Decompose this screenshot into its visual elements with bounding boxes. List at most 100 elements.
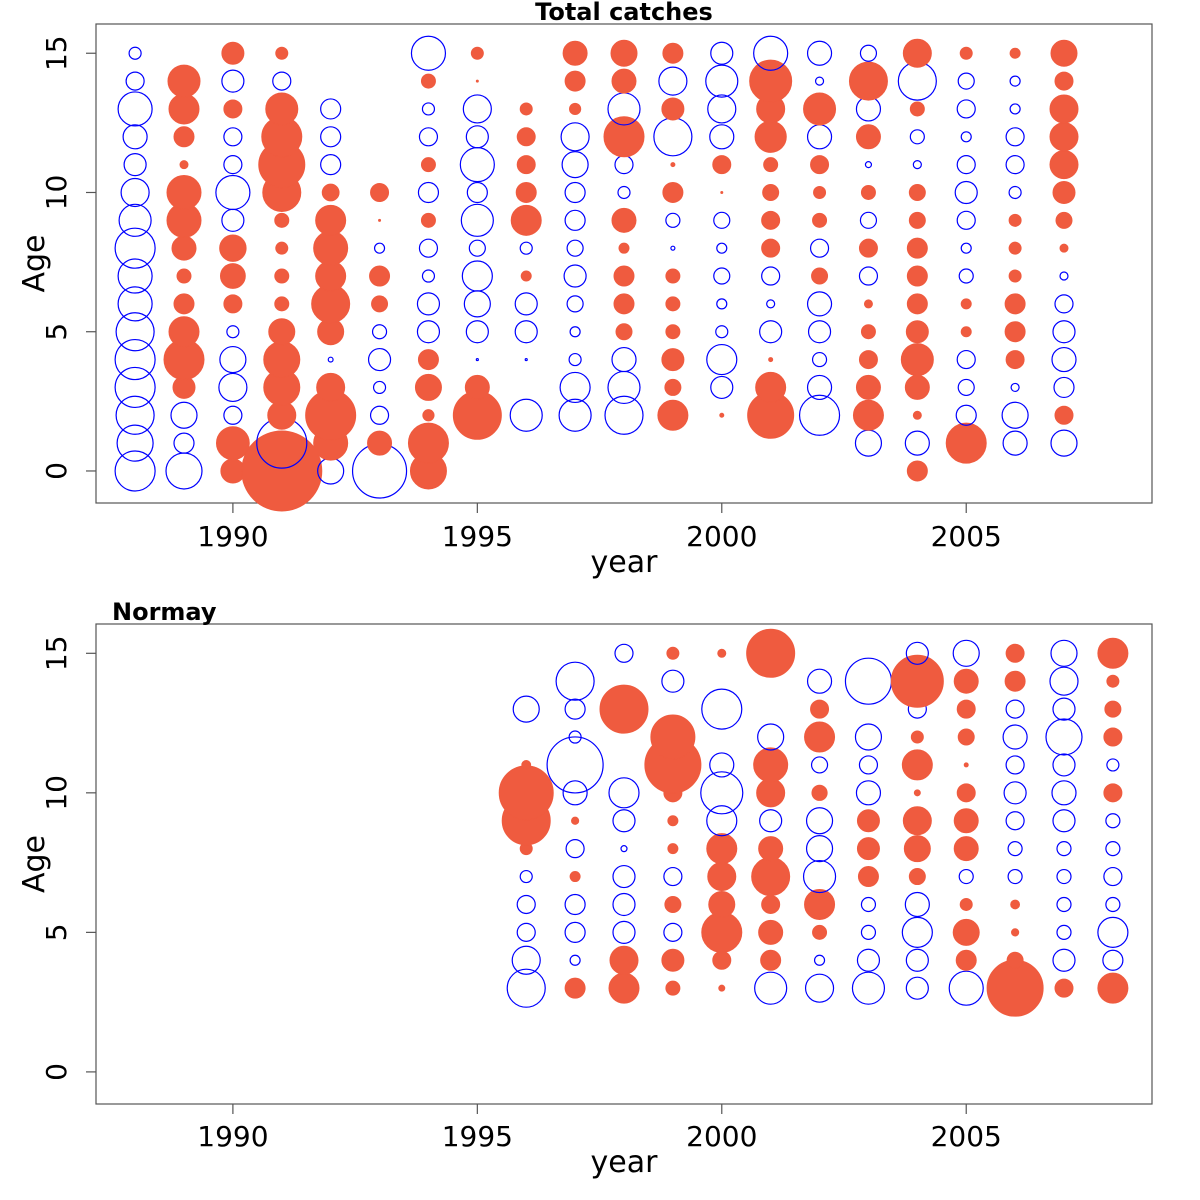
bubble-positive xyxy=(908,868,926,886)
bubble-positive xyxy=(168,316,200,348)
bubble-negative xyxy=(858,755,879,775)
bubble-negative xyxy=(519,869,533,884)
y-axis-title: Age xyxy=(17,835,52,893)
bubble-positive xyxy=(662,181,684,203)
bubble-negative xyxy=(568,730,582,744)
bubble-negative xyxy=(706,805,738,837)
bubble-positive xyxy=(571,816,580,825)
bubble-negative xyxy=(165,452,203,490)
bubble-positive xyxy=(564,977,586,999)
bubble-negative xyxy=(114,227,156,269)
bubble-positive xyxy=(912,410,922,420)
bubble-negative xyxy=(706,343,738,376)
bubble-positive xyxy=(603,116,645,158)
bubble-negative xyxy=(897,61,937,101)
bubble-negative xyxy=(1052,809,1076,833)
bubble-negative xyxy=(1105,896,1121,913)
bubble-negative xyxy=(956,349,976,370)
bubble-negative xyxy=(713,211,731,229)
bubble-positive xyxy=(860,324,876,340)
bubble-negative xyxy=(1010,382,1020,393)
bubble-positive xyxy=(906,460,928,482)
bubble-negative xyxy=(1002,430,1028,456)
bubble-negative xyxy=(221,69,245,93)
bubble-positive xyxy=(812,212,828,228)
bubble-negative xyxy=(612,864,636,889)
x-tick-label: 2000 xyxy=(686,1120,757,1153)
bubble-positive xyxy=(219,234,247,262)
bubble-negative xyxy=(117,258,153,294)
bubble-negative xyxy=(173,432,195,454)
bubble-negative xyxy=(1056,896,1072,913)
bubble-positive xyxy=(422,409,435,422)
bubble-positive xyxy=(956,783,976,803)
bubble-positive xyxy=(613,293,635,315)
bubble-negative xyxy=(123,153,147,177)
bubble-negative xyxy=(122,124,148,150)
bubble-negative xyxy=(661,669,685,693)
bubble-negative xyxy=(1007,868,1023,885)
bubble-negative xyxy=(223,155,243,175)
bubble-positive xyxy=(1104,700,1122,718)
plot-frame xyxy=(95,23,1153,504)
bubble-positive xyxy=(615,323,633,341)
x-tick-label: 1995 xyxy=(442,520,513,553)
bubble-negative xyxy=(465,320,489,344)
bubble-negative xyxy=(855,780,882,806)
bubble-negative xyxy=(663,866,683,887)
bubble-negative xyxy=(859,44,878,62)
bubble-positive xyxy=(952,918,980,946)
bubble-positive xyxy=(516,127,536,147)
bubble-negative xyxy=(956,210,976,230)
bubble-negative xyxy=(860,896,877,913)
bubble-negative xyxy=(1056,924,1072,940)
bubble-positive xyxy=(848,61,888,101)
bubble-negative xyxy=(1105,813,1121,829)
bubble-negative xyxy=(1106,758,1120,772)
bubble-positive xyxy=(569,871,581,883)
bubble-positive xyxy=(812,924,828,940)
bubble-negative xyxy=(115,395,155,435)
bubble-negative xyxy=(612,892,636,917)
bubble-positive xyxy=(650,714,696,760)
bubble-negative xyxy=(958,268,974,284)
bubble-negative xyxy=(564,698,586,720)
bubble-negative xyxy=(468,239,486,257)
bubble-negative xyxy=(564,893,586,916)
bubble-negative xyxy=(701,688,743,730)
bubble-negative xyxy=(854,429,883,457)
bubble-negative xyxy=(859,211,878,229)
y-tick-label: 0 xyxy=(40,1063,73,1081)
bubble-negative xyxy=(566,295,584,313)
bubble-positive xyxy=(900,343,934,377)
bubble-positive xyxy=(171,235,197,261)
bubble-positive xyxy=(904,374,930,400)
bubble-negative xyxy=(1103,866,1123,887)
bubble-positive xyxy=(953,808,979,834)
bubble-negative xyxy=(418,238,439,258)
bubble-negative xyxy=(620,845,628,853)
bubble-negative xyxy=(506,968,546,1008)
x-tick-label: 2005 xyxy=(931,520,1002,553)
bubble-positive xyxy=(420,157,436,173)
bubble-positive xyxy=(761,210,781,230)
bubble-negative xyxy=(115,312,155,352)
bubble-negative xyxy=(1002,724,1028,750)
bubble-positive xyxy=(708,890,736,918)
bubble-negative xyxy=(410,35,447,71)
bubble-negative xyxy=(460,203,494,237)
bubble-positive xyxy=(274,212,290,228)
bubble-negative xyxy=(565,839,585,859)
bubble-negative xyxy=(516,894,536,915)
bubble-positive xyxy=(657,399,689,431)
bubble-positive xyxy=(275,46,289,60)
bubble-positive xyxy=(371,295,389,313)
bubble-negative xyxy=(223,405,243,425)
bubble-negative xyxy=(716,298,728,310)
bubble-positive xyxy=(420,212,436,228)
bubble-positive xyxy=(173,126,195,148)
bubble-positive xyxy=(856,837,880,861)
bubble-negative xyxy=(569,954,581,966)
bubble-positive xyxy=(754,120,787,153)
bubble-negative xyxy=(948,970,984,1006)
